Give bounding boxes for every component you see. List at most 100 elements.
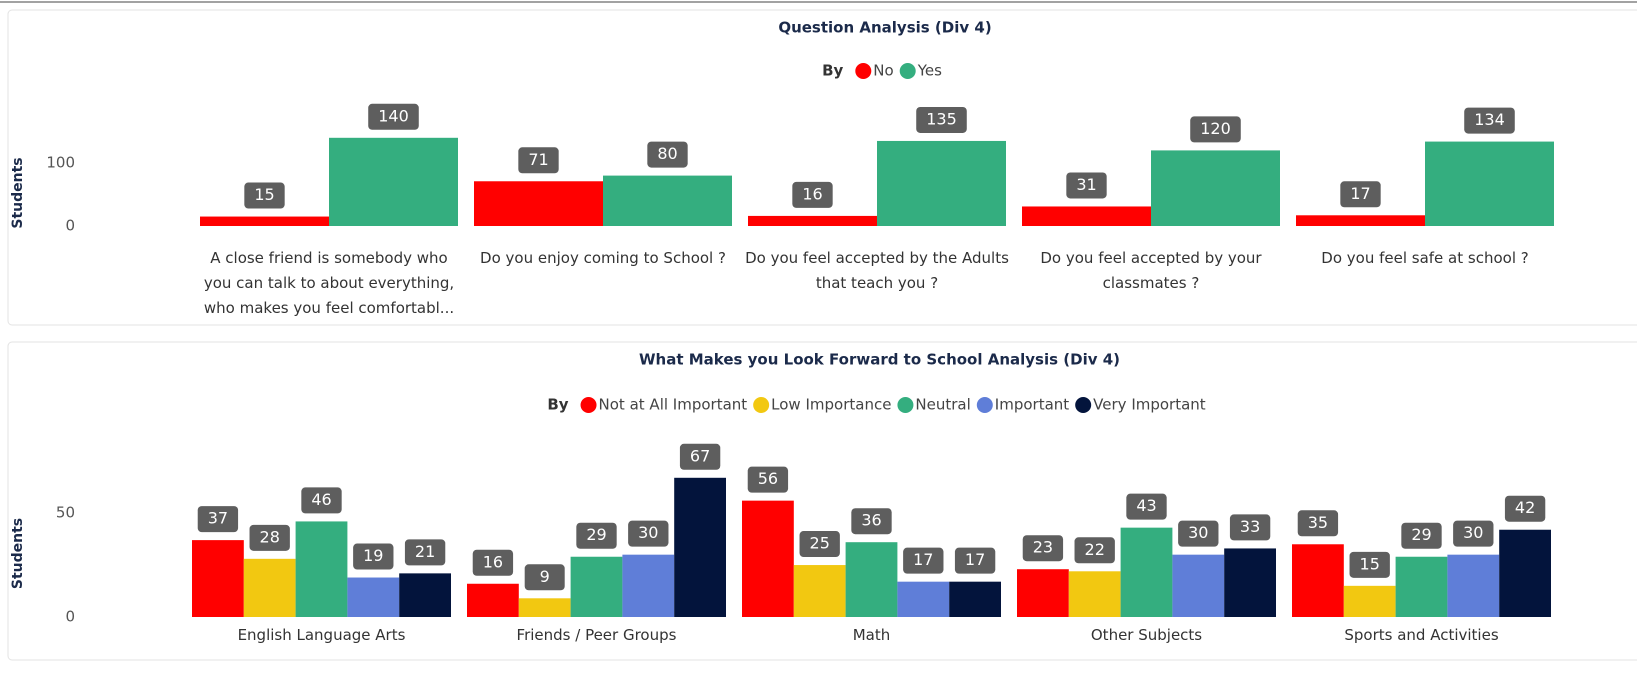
x-tick-label-box: Math — [852, 626, 891, 644]
bar — [467, 583, 519, 617]
y-axis-title: Students — [10, 157, 26, 228]
data-label-bg — [1178, 520, 1219, 547]
data-label: 9 — [540, 567, 550, 586]
legend-label: Low Importance — [771, 396, 891, 414]
legend-title: By — [822, 62, 843, 80]
data-label-bg — [197, 506, 239, 533]
bar — [1151, 150, 1280, 226]
data-label: 140 — [378, 106, 409, 125]
data-label: 33 — [1240, 517, 1260, 536]
legend-label: Neutral — [915, 396, 970, 414]
data-label-bg — [1464, 107, 1515, 134]
data-label-bg — [1349, 551, 1390, 578]
data-label: 134 — [1474, 110, 1505, 129]
data-label-bg — [647, 141, 688, 168]
x-tick-label: Math — [852, 626, 891, 644]
bar — [603, 175, 732, 226]
x-tick-label-box: Do you enjoy coming to School ? — [480, 249, 726, 267]
y-axis-title: Students — [10, 518, 26, 589]
data-label: 46 — [311, 490, 331, 509]
data-label-bg — [1504, 495, 1546, 522]
bar — [1343, 585, 1396, 617]
bar — [347, 577, 400, 617]
bar — [949, 581, 1001, 617]
x-tick-label: A close friend is somebody who you can t… — [203, 249, 455, 317]
x-tick-label-box: Sports and Activities — [1344, 626, 1498, 644]
bar — [1395, 556, 1448, 617]
legend-label: Yes — [917, 62, 942, 80]
bar — [742, 500, 794, 617]
data-label: 43 — [1136, 496, 1156, 515]
data-label-bg — [1066, 172, 1107, 199]
data-label-bg — [851, 508, 892, 535]
bar — [570, 556, 623, 617]
panel — [7, 9, 1637, 326]
legend: By Not at All Important Low Importance Neut… — [547, 396, 1205, 414]
legend-swatch — [899, 63, 916, 79]
y-tick-label: 100 — [46, 154, 75, 172]
chart-title: What Makes you Look Forward to School An… — [639, 351, 1120, 369]
data-label-bg — [404, 539, 446, 566]
bar — [399, 573, 451, 617]
bar — [1022, 206, 1151, 226]
x-tick-label: Do you feel safe at school ? — [1321, 249, 1529, 267]
legend-swatch — [753, 397, 770, 413]
data-label-bg — [1453, 520, 1494, 547]
data-label: 22 — [1085, 540, 1105, 559]
bar — [295, 521, 348, 617]
bar — [748, 215, 877, 226]
bar — [1296, 215, 1425, 226]
data-label: 28 — [260, 527, 280, 546]
x-tick-label-box: Other Subjects — [1091, 626, 1202, 644]
legend-swatch — [855, 63, 872, 79]
x-tick-label: English Language Arts — [237, 626, 406, 644]
x-tick-label: Do you enjoy coming to School ? — [480, 249, 726, 267]
data-label: 19 — [363, 546, 383, 565]
chart-title: Question Analysis (Div 4) — [778, 19, 991, 37]
x-tick-label-box: Do you feel safe at school ? — [1321, 249, 1529, 267]
legend-swatch — [976, 397, 993, 413]
bar — [1120, 527, 1173, 617]
bar — [243, 558, 296, 617]
x-tick-label-box: Friends / Peer Groups — [516, 626, 677, 644]
bar — [897, 581, 950, 617]
bar — [1068, 571, 1121, 617]
x-tick-label-box: A close friend is somebody who you can t… — [203, 249, 455, 317]
legend-label: No — [873, 62, 893, 80]
bar — [1224, 548, 1276, 617]
bar — [1017, 569, 1069, 617]
data-label-bg — [524, 564, 565, 591]
legend: By No Yes — [822, 62, 942, 80]
data-label: 71 — [528, 150, 548, 169]
y-tick-label: 0 — [65, 217, 75, 235]
x-tick-label: Do you feel accepted by the Adults that … — [745, 249, 1009, 292]
bar — [877, 140, 1006, 226]
bar — [845, 542, 898, 617]
x-tick-label: Do you feel accepted by your classmates … — [1040, 249, 1262, 292]
data-label: 120 — [1200, 119, 1231, 138]
data-label: 17 — [1350, 184, 1370, 203]
bar — [329, 137, 458, 226]
data-label-bg — [1190, 116, 1241, 143]
data-label: 21 — [415, 542, 435, 561]
data-label: 16 — [483, 552, 503, 571]
data-label-bg — [244, 182, 285, 209]
data-label-bg — [368, 103, 419, 130]
bar — [1447, 554, 1500, 617]
data-label: 29 — [586, 525, 606, 544]
data-label: 15 — [254, 185, 274, 204]
x-tick-label-box: English Language Arts — [237, 626, 406, 644]
data-label-bg — [799, 531, 840, 558]
data-label: 29 — [1411, 525, 1431, 544]
bar — [518, 598, 571, 617]
data-label-bg — [1126, 493, 1167, 520]
data-label: 35 — [1308, 513, 1328, 532]
legend-swatch — [897, 397, 914, 413]
x-tick-label: Friends / Peer Groups — [516, 626, 677, 644]
legend-swatch — [580, 397, 597, 413]
data-label: 30 — [638, 523, 658, 542]
data-label-bg — [1401, 522, 1442, 549]
data-label: 15 — [1360, 554, 1380, 573]
bar — [192, 540, 244, 617]
